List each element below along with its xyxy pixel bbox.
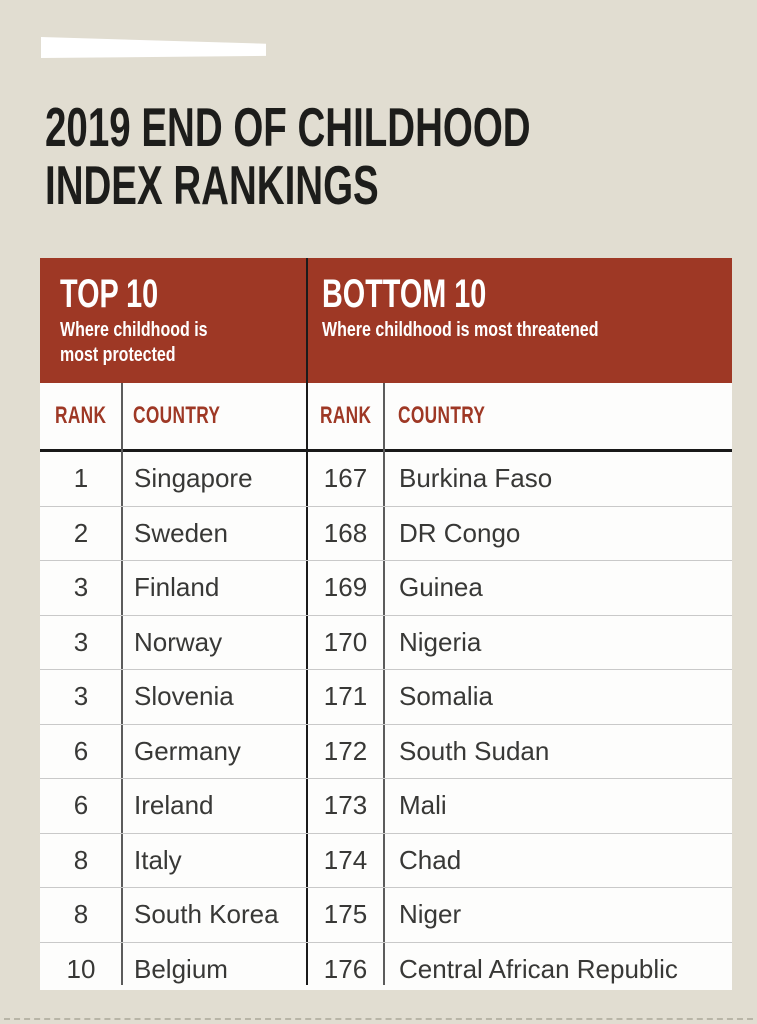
page-title-line2: INDEX RANKINGS (45, 154, 379, 216)
top-rank-cell: 1 (73, 463, 89, 494)
table-row: 2 Sweden 168 DR Congo (40, 505, 732, 561)
bottom-rank-cell: 175 (323, 899, 368, 930)
top-rank-cell: 3 (73, 626, 89, 657)
table-row: 6 Ireland 173 Mali (40, 778, 732, 833)
top-country-cell: Norway (134, 626, 223, 657)
page-bottom-perforation (4, 1018, 753, 1020)
bottom-country-cell: Chad (399, 844, 462, 875)
table-row: 6 Germany 172 South Sudan (40, 723, 732, 779)
top-rank-cell: 3 (73, 572, 89, 603)
banner-top10-section: TOP 10 Where childhood is most protected (40, 258, 307, 383)
page-title-line1: 2019 END OF CHILDHOOD (45, 96, 531, 158)
table-row: 3 Slovenia 171 Somalia (40, 669, 732, 724)
page-title: 2019 END OF CHILDHOOD INDEX RANKINGS (45, 98, 739, 214)
center-divider-rule (306, 258, 308, 985)
top-country-cell: Ireland (134, 790, 214, 821)
bottom-country-cell: DR Congo (399, 517, 521, 548)
header-country-top: COUNTRY (133, 402, 221, 429)
bottom-country-cell: Somalia (399, 681, 493, 712)
top-rank-cell: 3 (73, 681, 89, 712)
bottom-country-cell: Burkina Faso (399, 463, 553, 494)
table-rows: 1 Singapore 167 Burkina Faso 2 Sweden 16… (40, 452, 732, 996)
bottom-rank-cell: 174 (323, 844, 368, 875)
left-rank-column-rule (121, 383, 123, 985)
header-country-bottom: COUNTRY (398, 402, 486, 429)
bottom-rank-cell: 168 (323, 517, 368, 548)
rankings-banner: TOP 10 Where childhood is most protected… (40, 258, 732, 383)
bottom-rank-cell: 171 (323, 681, 368, 712)
torn-paper-strip (41, 37, 266, 58)
top-country-cell: Singapore (134, 463, 253, 494)
table-row: 8 South Korea 175 Niger (40, 887, 732, 942)
bottom-country-cell: Niger (399, 899, 462, 930)
top-rank-cell: 6 (73, 735, 89, 766)
table-row: 3 Finland 169 Guinea (40, 560, 732, 615)
top-country-cell: Germany (134, 735, 241, 766)
bottom-rank-cell: 170 (323, 626, 368, 657)
bottom-rank-cell: 169 (323, 572, 368, 603)
top-rank-cell: 8 (73, 899, 89, 930)
bottom-country-cell: Nigeria (399, 626, 482, 657)
top-rank-cell: 10 (66, 953, 96, 984)
top-country-cell: Belgium (134, 953, 228, 984)
top-rank-cell: 2 (73, 517, 89, 548)
bottom-rank-cell: 167 (323, 463, 368, 494)
rankings-table-background (40, 383, 732, 990)
table-row: 1 Singapore 167 Burkina Faso (40, 452, 732, 506)
table-row: 8 Italy 174 Chad (40, 832, 732, 888)
bottom-country-cell: Mali (399, 790, 447, 821)
top10-heading: TOP 10 (60, 272, 159, 316)
banner-bottom10-section: BOTTOM 10 Where childhood is most threat… (307, 258, 732, 383)
top-country-cell: Finland (134, 572, 220, 603)
top-country-cell: Italy (134, 844, 182, 875)
bottom-country-cell: South Sudan (399, 735, 550, 766)
bottom-country-cell: Guinea (399, 572, 483, 603)
top-rank-cell: 8 (73, 844, 89, 875)
top-country-cell: Slovenia (134, 681, 234, 712)
header-rank-top: RANK (55, 402, 107, 429)
top10-subtitle: Where childhood is most protected (60, 319, 208, 366)
top-rank-cell: 6 (73, 790, 89, 821)
table-header-row: RANK COUNTRY RANK COUNTRY (40, 383, 732, 449)
bottom-country-cell: Central African Republic (399, 953, 678, 984)
table-row: 10 Belgium 176 Central African Republic (40, 941, 732, 997)
bottom-rank-cell: 176 (323, 953, 368, 984)
bottom-rank-cell: 173 (323, 790, 368, 821)
bottom10-subtitle: Where childhood is most threatened (322, 319, 599, 341)
header-underline-rule (40, 449, 732, 452)
header-rank-bottom: RANK (319, 402, 372, 429)
top-country-cell: South Korea (134, 899, 279, 930)
top-country-cell: Sweden (134, 517, 228, 548)
bottom10-heading: BOTTOM 10 (322, 272, 487, 316)
bottom-rank-cell: 172 (323, 735, 368, 766)
right-rank-column-rule (383, 383, 385, 985)
table-row: 3 Norway 170 Nigeria (40, 614, 732, 670)
